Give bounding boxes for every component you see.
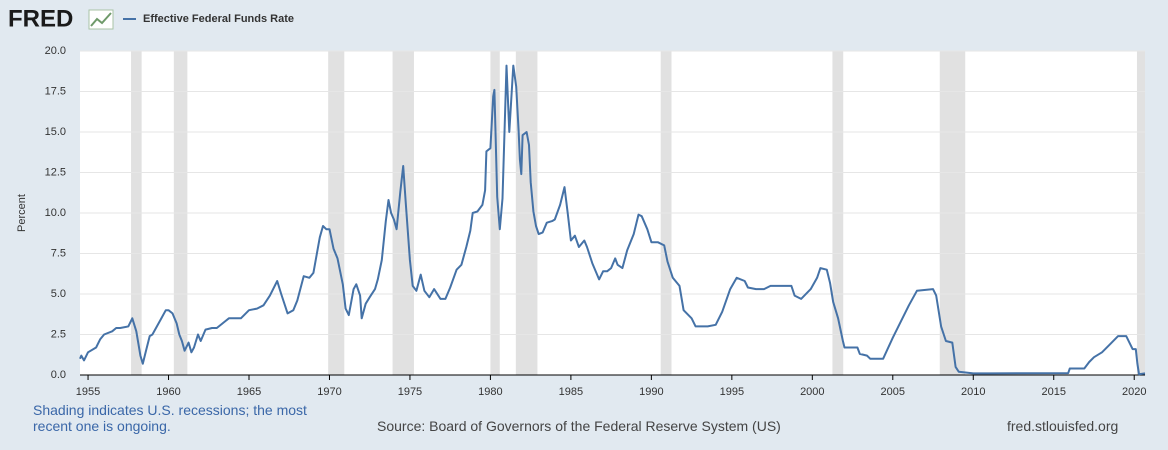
recession-note: Shading indicates U.S. recessions; the m… (33, 402, 307, 434)
legend-label: Effective Federal Funds Rate (143, 13, 294, 25)
x-tick-label: 1995 (720, 386, 744, 398)
x-tick-label: 2005 (881, 386, 905, 398)
x-tick-label: 1965 (237, 386, 261, 398)
source: Source: Board of Governors of the Federa… (377, 418, 781, 434)
y-tick-label: 17.5 (45, 85, 66, 97)
x-tick-label: 1990 (639, 386, 663, 398)
y-tick-label: 15.0 (45, 126, 66, 138)
x-tick-label: 2010 (961, 386, 985, 398)
x-tick-label: 2015 (1041, 386, 1065, 398)
x-tick-label: 1960 (156, 386, 180, 398)
x-tick-label: 1970 (317, 386, 341, 398)
y-tick-label: 0.0 (51, 369, 66, 381)
x-tick-label: 1980 (478, 386, 502, 398)
x-tick-label: 1985 (559, 386, 583, 398)
site-url: fred.stlouisfed.org (1007, 418, 1119, 434)
y-axis-label: Percent (16, 194, 28, 232)
y-tick-label: 7.5 (51, 247, 66, 259)
x-tick-label: 2000 (800, 386, 824, 398)
x-tick-label: 1955 (76, 386, 100, 398)
y-tick-label: 2.5 (51, 328, 66, 340)
logo-icon (88, 9, 114, 30)
y-tick-label: 10.0 (45, 207, 66, 219)
logo: FRED (8, 5, 73, 32)
x-tick-label: 1975 (398, 386, 422, 398)
x-tick-label: 2020 (1122, 386, 1146, 398)
y-tick-label: 5.0 (51, 288, 66, 300)
y-tick-label: 12.5 (45, 166, 66, 178)
y-tick-label: 20.0 (45, 45, 66, 57)
series-line (79, 64, 1146, 376)
